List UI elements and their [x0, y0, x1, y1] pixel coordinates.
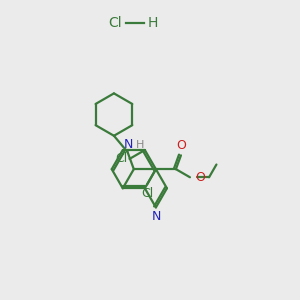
- Text: H: H: [136, 140, 144, 150]
- Text: N: N: [152, 210, 161, 223]
- Text: H: H: [148, 16, 158, 30]
- Text: Cl: Cl: [141, 188, 153, 200]
- Text: Cl: Cl: [115, 152, 127, 165]
- Text: N: N: [124, 138, 133, 151]
- Text: O: O: [176, 140, 186, 152]
- Text: Cl: Cl: [108, 16, 122, 30]
- Text: O: O: [195, 171, 205, 184]
